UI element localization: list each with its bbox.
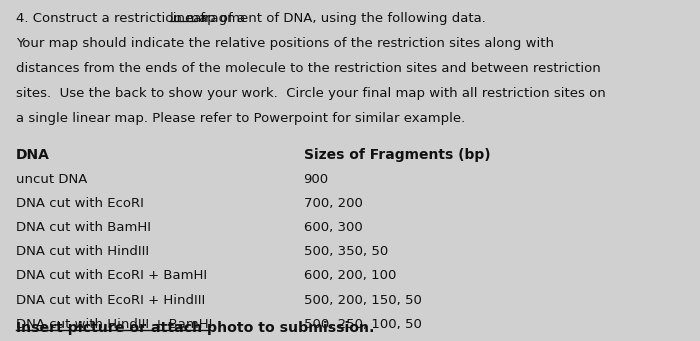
Text: 500, 350, 50: 500, 350, 50 — [304, 245, 388, 258]
Text: fragment of DNA, using the following data.: fragment of DNA, using the following dat… — [196, 12, 486, 25]
Text: Sizes of Fragments (bp): Sizes of Fragments (bp) — [304, 148, 490, 162]
Text: DNA cut with HindIII + BamHI: DNA cut with HindIII + BamHI — [16, 318, 212, 331]
Text: 600, 200, 100: 600, 200, 100 — [304, 269, 396, 282]
Text: DNA cut with EcoRI + HindIII: DNA cut with EcoRI + HindIII — [16, 294, 205, 307]
Text: DNA cut with EcoRI + BamHI: DNA cut with EcoRI + BamHI — [16, 269, 207, 282]
Text: 600, 300: 600, 300 — [304, 221, 363, 234]
Text: DNA: DNA — [16, 148, 50, 162]
Text: a single linear map. Please refer to Powerpoint for similar example.: a single linear map. Please refer to Pow… — [16, 112, 466, 124]
Text: DNA cut with BamHI: DNA cut with BamHI — [16, 221, 151, 234]
Text: Insert picture or attach photo to submission.: Insert picture or attach photo to submis… — [16, 321, 375, 335]
Text: uncut DNA: uncut DNA — [16, 173, 88, 186]
Text: DNA cut with EcoRI: DNA cut with EcoRI — [16, 197, 144, 210]
Text: DNA cut with HindIII: DNA cut with HindIII — [16, 245, 149, 258]
Text: sites.  Use the back to show your work.  Circle your final map with all restrict: sites. Use the back to show your work. C… — [16, 87, 606, 100]
Text: 500, 200, 150, 50: 500, 200, 150, 50 — [304, 294, 421, 307]
Text: 700, 200: 700, 200 — [304, 197, 363, 210]
Text: distances from the ends of the molecule to the restriction sites and between res: distances from the ends of the molecule … — [16, 62, 601, 75]
Text: Your map should indicate the relative positions of the restriction sites along w: Your map should indicate the relative po… — [16, 37, 554, 50]
Text: 900: 900 — [304, 173, 329, 186]
Text: 500, 250, 100, 50: 500, 250, 100, 50 — [304, 318, 421, 331]
Text: 4. Construct a restriction map of a: 4. Construct a restriction map of a — [16, 12, 249, 25]
Text: linear: linear — [170, 12, 208, 25]
